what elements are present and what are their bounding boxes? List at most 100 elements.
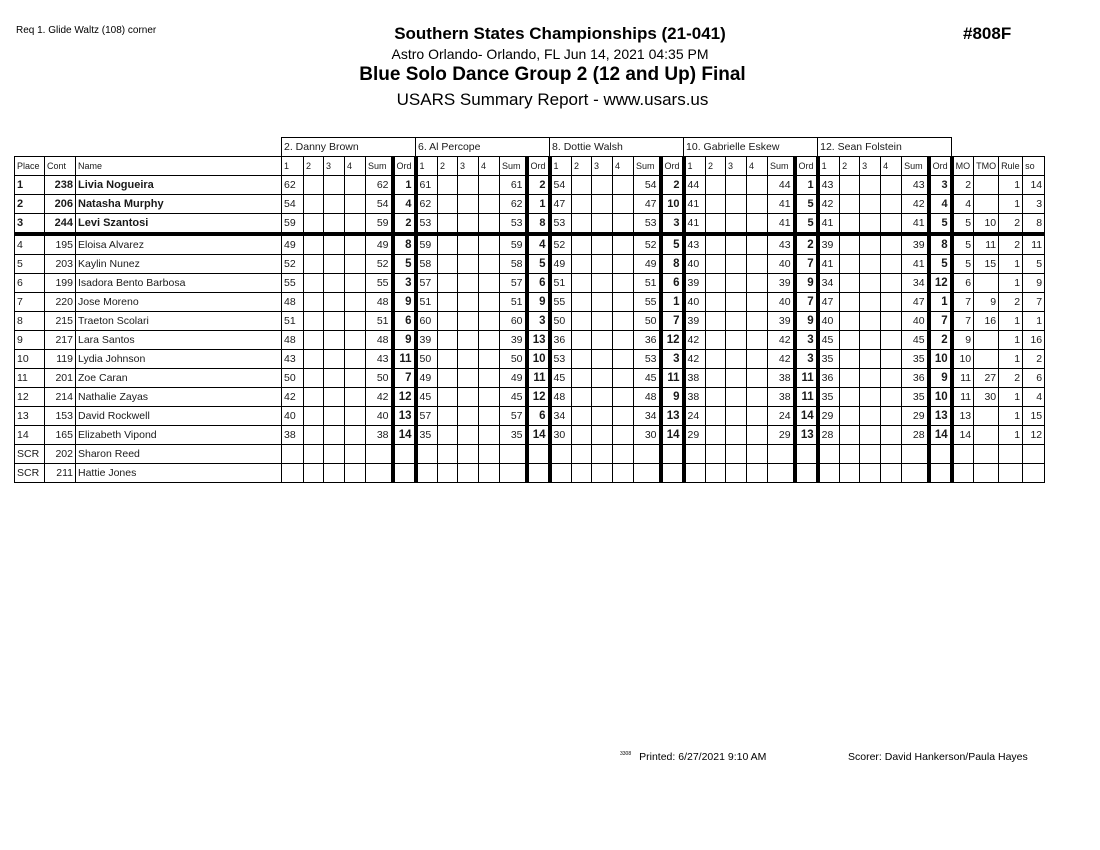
mo-cell: 10 [951,349,975,369]
score-2 [303,213,324,236]
venue-date: Astro Orlando- Orlando, FL Jun 14, 2021 … [391,46,709,62]
score-2 [839,273,861,293]
score-sum: 48 [633,387,662,407]
score-3 [591,175,614,195]
place-cell: 3 [14,213,45,236]
score-sum: 30 [633,425,662,445]
contestant-name: David Rockwell [75,406,282,426]
score-4 [344,175,366,195]
score-1: 53 [549,213,573,236]
score-4 [344,273,366,293]
score-3 [859,213,882,236]
score-sum: 42 [365,387,393,407]
score-3 [323,368,345,388]
score-4 [746,387,769,407]
score-4 [344,311,366,331]
table-row: 7 220 Jose Moreno 48 48 9 51 51 9 55 55 1 40 40 7 47 47 1… [14,292,1046,312]
score-sum [633,463,662,483]
place-cell: 9 [14,330,45,350]
score-4 [344,406,366,426]
score-1: 55 [281,273,304,293]
score-2 [839,368,861,388]
score-1: 36 [817,368,841,388]
mo-cell: 9 [951,330,975,350]
score-3 [591,194,614,214]
score-2 [303,233,324,255]
blank-cell [15,138,282,157]
score-2 [705,311,727,331]
score-1: 54 [281,194,304,214]
tmo-cell: 27 [973,368,1000,388]
contestant-name: Hattie Jones [75,463,282,483]
score-sum: 48 [365,330,393,350]
score-sum: 34 [633,406,662,426]
score-1: 40 [683,254,707,274]
score-3 [457,330,480,350]
table-row: 12 214 Nathalie Zayas 42 42 12 45 45 12 48 48 9 38 38… [14,387,1046,407]
score-1: 39 [817,233,841,255]
tmo-cell [973,175,1000,195]
rule-cell: 2 [998,233,1024,255]
table-row: 2 206 Natasha Murphy 54 54 4 62 62 1 47 47 10 41 41 5 4… [14,194,1046,214]
ordinal: 8 [926,233,954,255]
tmo-cell: 16 [973,311,1000,331]
ordinal: 2 [792,233,820,255]
score-sum: 24 [767,406,796,426]
mo-cell: 6 [951,273,975,293]
results-table: 2. Danny Brown 6. Al Percope 8. Dottie Wal… [14,137,1046,483]
column-header-row: Place Cont Name 1 2 3 4 Sum Ord 1 2 3 4 Sum Ord 1 2 3 4 Sum… [14,156,1046,176]
judge-name: 12. Sean Folstein [817,137,953,157]
score-2 [303,175,324,195]
score-sum: 45 [901,330,930,350]
rule-cell: 1 [998,194,1024,214]
column-header: 4 [344,156,366,176]
score-3 [725,213,748,236]
score-1: 41 [683,213,707,236]
score-3 [725,444,748,464]
score-4 [746,406,769,426]
score-3 [859,368,882,388]
score-2 [437,292,459,312]
so-cell: 8 [1022,213,1046,236]
rule-cell: 2 [998,368,1024,388]
score-3 [457,425,480,445]
score-1: 40 [281,406,304,426]
score-2 [303,194,324,214]
score-3 [859,311,882,331]
place-cell: 10 [14,349,45,369]
score-2 [705,233,727,255]
contestant-name: Eloisa Alvarez [75,233,282,255]
score-2 [571,444,593,464]
score-3 [859,273,882,293]
score-2 [839,233,861,255]
score-sum: 52 [633,233,662,255]
score-3 [725,463,748,483]
ordinal: 3 [658,213,686,236]
score-4 [746,213,769,236]
tmo-cell [973,463,1000,483]
ordinal [792,444,820,464]
contestant-name: Livia Nogueira [75,175,282,195]
score-3 [323,194,345,214]
score-1: 38 [281,425,304,445]
ordinal: 11 [792,387,820,407]
score-sum: 49 [365,233,393,255]
score-sum: 48 [365,292,393,312]
mo-cell [951,463,975,483]
contestant-name: Isadora Bento Barbosa [75,273,282,293]
ordinal [524,444,552,464]
ordinal: 11 [658,368,686,388]
column-header: Rule [998,156,1024,176]
score-sum: 58 [499,254,528,274]
score-sum: 36 [901,368,930,388]
judge-name: 10. Gabrielle Eskew [683,137,819,157]
column-header: Cont [44,156,76,176]
mo-cell: 5 [951,213,975,236]
score-3 [457,292,480,312]
score-sum: 40 [365,406,393,426]
score-4 [478,213,501,236]
score-2 [839,311,861,331]
score-1: 43 [281,349,304,369]
score-3 [323,175,345,195]
score-1 [817,463,841,483]
